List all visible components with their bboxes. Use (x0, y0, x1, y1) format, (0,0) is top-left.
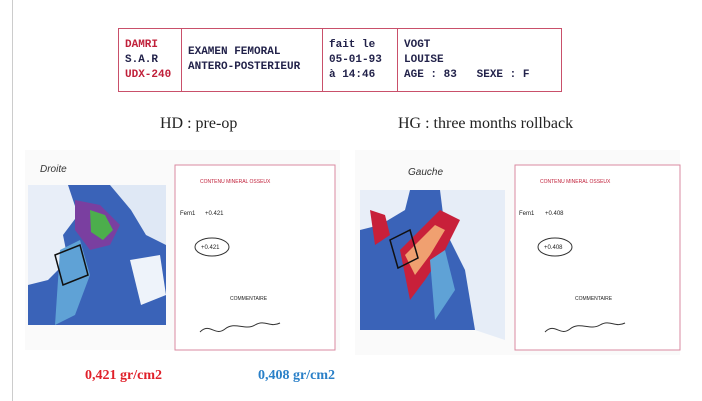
report-card (514, 164, 681, 351)
report-value: +0.421 (205, 211, 224, 217)
header-text: VOGT (404, 38, 431, 51)
header-text: DAMRI (125, 38, 159, 51)
roi-box (389, 228, 419, 270)
roi-box (54, 243, 89, 287)
header-text: ANTERO-POSTERIEUR (188, 61, 301, 73)
signature (199, 322, 281, 333)
scan-region (405, 225, 445, 275)
header-text: fait le (329, 38, 376, 51)
header-cell: EXAMEN FEMORAL ANTERO-POSTERIEUR (182, 29, 323, 91)
header-text: UDX-240 (125, 68, 172, 81)
result-right: 0,408 gr/cm2 (258, 368, 335, 383)
report-value: +0.408 (544, 245, 563, 251)
margin-line (12, 0, 13, 401)
header-cell: fait le 05-01-93 à 14:46 (323, 29, 398, 91)
header-text: EXAMEN FEMORAL (188, 46, 281, 58)
header-text: à 14:46 (329, 68, 376, 81)
scans: Droite CONTENU MINERAL OSSEUX Fem1 +0.42… (25, 150, 681, 355)
signature (544, 322, 626, 333)
scan-left: Droite CONTENU MINERAL OSSEUX Fem1 +0.42… (25, 150, 340, 351)
report-label: Fem1 (180, 211, 196, 217)
circle (194, 237, 230, 257)
report-value: +0.421 (201, 245, 220, 251)
header-text: 05-01-93 (329, 53, 382, 66)
scan-region (55, 240, 90, 325)
header-cell: VOGT LOUISE AGE : 83 SEXE : F (398, 29, 561, 91)
report-title: CONTENU MINERAL OSSEUX (540, 179, 611, 185)
circle (537, 237, 573, 257)
report-comment: COMMENTAIRE (230, 296, 268, 302)
report-comment: COMMENTAIRE (575, 296, 613, 302)
report-label: Fem1 (519, 211, 535, 217)
header-text: S.A.R (125, 53, 159, 66)
scan-region (430, 250, 455, 320)
header-text: AGE : 83 SEXE : F (404, 68, 530, 81)
report-title: CONTENU MINERAL OSSEUX (200, 179, 271, 185)
scan-region (130, 255, 166, 305)
scan-right: Gauche CONTENU MINERAL OSSEUX Fem1 +0.40… (355, 150, 681, 355)
header-box: DAMRI S.A.R UDX-240 EXAMEN FEMORAL ANTER… (118, 28, 562, 92)
result-left: 0,421 gr/cm2 (85, 368, 162, 383)
scan-region (90, 210, 113, 240)
scan-region (110, 185, 166, 245)
header-text: LOUISE (404, 53, 444, 66)
handwritten-label: Droite (40, 164, 67, 175)
scan-region (370, 210, 390, 245)
caption: HD : pre-op (160, 115, 238, 132)
handwritten-label: Gauche (408, 167, 443, 178)
caption: HG : three months rollback (398, 115, 574, 132)
header-cell: DAMRI S.A.R UDX-240 (119, 29, 182, 91)
report-card (174, 164, 336, 351)
report-value: +0.408 (545, 211, 564, 217)
